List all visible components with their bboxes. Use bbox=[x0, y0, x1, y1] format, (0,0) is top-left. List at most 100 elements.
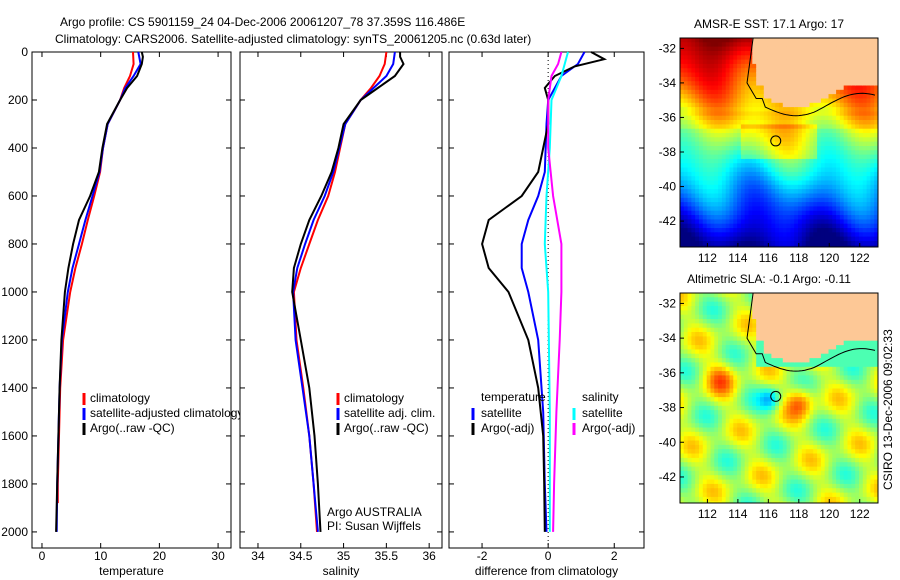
map-cell bbox=[828, 466, 833, 472]
map-cell bbox=[775, 146, 780, 151]
map-cell bbox=[820, 245, 826, 247]
map-cell bbox=[874, 68, 878, 74]
map-cell bbox=[832, 141, 837, 147]
x-tick-label: 35 bbox=[337, 549, 351, 563]
map-cell bbox=[710, 297, 715, 303]
map-cell bbox=[763, 501, 769, 503]
map-cell bbox=[748, 319, 753, 324]
map-cell bbox=[851, 51, 856, 56]
map-cell bbox=[786, 392, 791, 398]
map-cell bbox=[832, 228, 837, 233]
map-cell bbox=[817, 59, 822, 65]
map-cell bbox=[744, 38, 750, 43]
map-cell bbox=[683, 379, 689, 385]
map-cell bbox=[752, 314, 757, 320]
map-cell bbox=[691, 453, 696, 459]
map-cell bbox=[680, 319, 685, 324]
map-cell bbox=[839, 462, 845, 468]
map-cell bbox=[699, 171, 704, 177]
map-cell bbox=[744, 146, 750, 151]
map-cell bbox=[813, 405, 818, 411]
map-cell bbox=[695, 414, 700, 420]
map-cell bbox=[767, 475, 772, 481]
map-cell bbox=[733, 345, 738, 350]
map-cell bbox=[710, 340, 715, 346]
x-tick-label: 120 bbox=[819, 251, 839, 265]
map-cell bbox=[847, 51, 852, 56]
map-cell bbox=[710, 466, 715, 472]
map-cell bbox=[706, 301, 712, 307]
map-cell bbox=[851, 297, 856, 303]
map-cell bbox=[725, 85, 731, 91]
map-cell bbox=[798, 137, 803, 143]
map-cell bbox=[786, 314, 791, 320]
map-cell bbox=[820, 98, 826, 104]
map-cell bbox=[798, 401, 803, 407]
map-cell bbox=[744, 102, 750, 108]
map-cell bbox=[847, 427, 852, 433]
map-cell bbox=[820, 197, 826, 203]
map-cell bbox=[691, 89, 696, 95]
map-cell bbox=[817, 215, 822, 220]
map-cell bbox=[680, 197, 685, 203]
map-cell bbox=[771, 232, 776, 238]
map-cell bbox=[680, 453, 685, 459]
map-cell bbox=[752, 462, 757, 468]
map-cell bbox=[680, 215, 685, 220]
map-cell bbox=[714, 379, 719, 385]
map-cell bbox=[790, 340, 795, 346]
map-cell bbox=[874, 206, 878, 212]
map-cell bbox=[714, 202, 719, 207]
map-cell bbox=[771, 59, 776, 65]
map-cell bbox=[706, 483, 712, 489]
map-cell bbox=[855, 98, 860, 104]
map-cell bbox=[680, 63, 685, 69]
map-cell bbox=[737, 180, 742, 186]
map-cell bbox=[805, 401, 811, 407]
map-cell bbox=[680, 141, 685, 147]
map-cell bbox=[851, 457, 856, 463]
map-cell bbox=[782, 332, 788, 337]
map-cell bbox=[702, 76, 708, 82]
map-cell bbox=[805, 124, 811, 130]
map-cell bbox=[718, 310, 723, 316]
map-cell bbox=[839, 358, 845, 363]
map-cell bbox=[855, 107, 860, 112]
map-cell bbox=[866, 219, 871, 225]
map-cell bbox=[775, 81, 780, 87]
map-cell bbox=[870, 81, 875, 87]
map-cell bbox=[809, 236, 814, 242]
map-cell bbox=[695, 410, 700, 415]
map-cell bbox=[828, 496, 833, 502]
map-cell bbox=[702, 353, 708, 359]
map-cell bbox=[699, 219, 704, 225]
map-cell bbox=[752, 388, 757, 394]
map-cell bbox=[775, 167, 780, 173]
map-cell bbox=[775, 137, 780, 143]
map-cell bbox=[847, 314, 852, 320]
map-cell bbox=[691, 94, 696, 99]
map-cell bbox=[752, 405, 757, 411]
map-cell bbox=[695, 46, 700, 52]
map-cell bbox=[756, 158, 761, 164]
map-cell bbox=[824, 154, 830, 160]
map-cell bbox=[839, 336, 845, 342]
map-cell bbox=[699, 115, 704, 121]
map-cell bbox=[680, 102, 685, 108]
map-cell bbox=[851, 436, 856, 442]
map-cell bbox=[718, 340, 723, 346]
map-cell bbox=[737, 475, 742, 481]
map-cell bbox=[744, 42, 750, 48]
map-cell bbox=[836, 202, 841, 207]
map-cell bbox=[817, 388, 822, 394]
map-cell bbox=[763, 496, 769, 502]
map-cell bbox=[702, 358, 708, 363]
map-cell bbox=[771, 301, 776, 307]
map-cell bbox=[737, 219, 742, 225]
map-cell bbox=[801, 133, 807, 138]
map-cell bbox=[786, 457, 791, 463]
map-cell bbox=[775, 133, 780, 138]
map-cell bbox=[824, 475, 830, 481]
map-cell bbox=[771, 171, 776, 177]
